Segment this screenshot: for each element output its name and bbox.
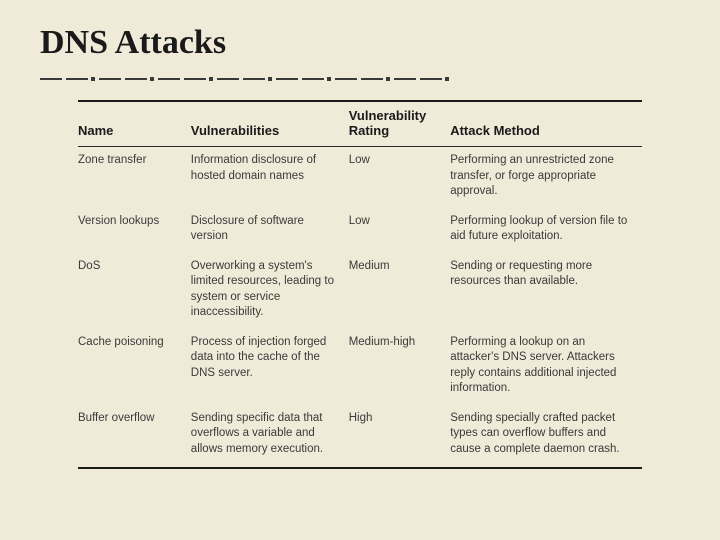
cell-name: Version lookups bbox=[78, 208, 191, 253]
table-row: Cache poisoningProcess of injection forg… bbox=[78, 329, 642, 405]
cell-rating: Medium bbox=[349, 253, 451, 329]
cell-vuln: Sending specific data that overflows a v… bbox=[191, 405, 349, 469]
table-row: Buffer overflowSending specific data tha… bbox=[78, 405, 642, 469]
cell-method: Sending specially crafted packet types c… bbox=[450, 405, 642, 469]
cell-vuln: Overworking a system's limited resources… bbox=[191, 253, 349, 329]
table-header-row: Name Vulnerabilities Vulnerability Ratin… bbox=[78, 101, 642, 147]
cell-method: Performing a lookup on an attacker's DNS… bbox=[450, 329, 642, 405]
cell-vuln: Disclosure of software version bbox=[191, 208, 349, 253]
cell-name: Zone transfer bbox=[78, 147, 191, 208]
cell-rating: Medium-high bbox=[349, 329, 451, 405]
cell-vuln: Process of injection forged data into th… bbox=[191, 329, 349, 405]
cell-name: DoS bbox=[78, 253, 191, 329]
cell-rating: Low bbox=[349, 147, 451, 208]
table-row: Version lookupsDisclosure of software ve… bbox=[78, 208, 642, 253]
cell-method: Performing lookup of version file to aid… bbox=[450, 208, 642, 253]
cell-rating: Low bbox=[349, 208, 451, 253]
table-body: Zone transferInformation disclosure of h… bbox=[78, 147, 642, 469]
col-header-rating: Vulnerability Rating bbox=[349, 101, 451, 147]
table-row: DoSOverworking a system's limited resour… bbox=[78, 253, 642, 329]
cell-rating: High bbox=[349, 405, 451, 469]
dns-attacks-table: Name Vulnerabilities Vulnerability Ratin… bbox=[78, 100, 642, 469]
cell-name: Buffer overflow bbox=[78, 405, 191, 469]
table-row: Zone transferInformation disclosure of h… bbox=[78, 147, 642, 208]
slide-title: DNS Attacks bbox=[40, 24, 680, 62]
table-container: Name Vulnerabilities Vulnerability Ratin… bbox=[78, 100, 642, 469]
slide: DNS Attacks Name Vulnerabilities Vulnera… bbox=[0, 0, 720, 489]
col-header-method: Attack Method bbox=[450, 101, 642, 147]
cell-name: Cache poisoning bbox=[78, 329, 191, 405]
title-divider bbox=[40, 76, 680, 82]
col-header-vulnerabilities: Vulnerabilities bbox=[191, 101, 349, 147]
cell-vuln: Information disclosure of hosted domain … bbox=[191, 147, 349, 208]
cell-method: Sending or requesting more resources tha… bbox=[450, 253, 642, 329]
col-header-name: Name bbox=[78, 101, 191, 147]
cell-method: Performing an unrestricted zone transfer… bbox=[450, 147, 642, 208]
